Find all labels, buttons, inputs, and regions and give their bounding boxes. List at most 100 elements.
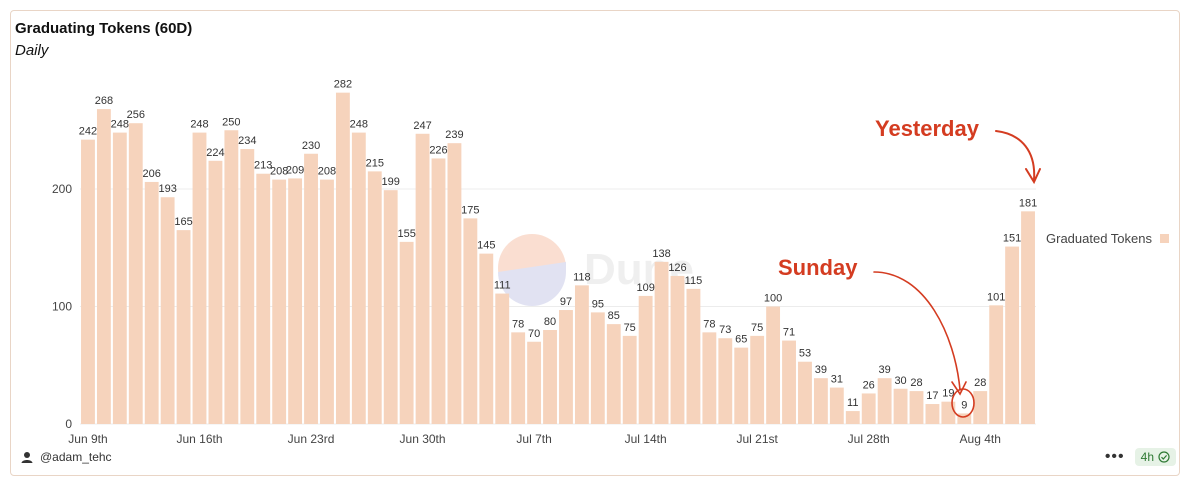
bar[interactable] — [989, 305, 1004, 424]
author-name[interactable]: @adam_tehc — [40, 450, 112, 464]
bar-value-label: 215 — [366, 157, 384, 169]
bar[interactable] — [829, 387, 844, 424]
bar-value-label: 165 — [174, 216, 192, 228]
bar[interactable] — [81, 139, 95, 424]
chart-subtitle: Daily — [15, 42, 49, 59]
bar-value-label: 9 — [961, 399, 967, 411]
bar[interactable] — [702, 332, 717, 424]
bar[interactable] — [845, 411, 860, 424]
bar-value-label: 206 — [143, 168, 161, 180]
bar[interactable] — [399, 241, 414, 424]
bar[interactable] — [782, 340, 796, 424]
bar-value-label: 28 — [974, 377, 986, 389]
bar-value-label: 97 — [560, 296, 572, 308]
bar-value-label: 28 — [910, 377, 922, 389]
bar[interactable] — [750, 335, 765, 424]
refresh-badge[interactable]: 4h — [1134, 448, 1176, 466]
bar[interactable] — [447, 143, 462, 425]
y-tick-label: 200 — [52, 182, 72, 196]
check-circle-icon — [1158, 451, 1170, 463]
bar-value-label: 208 — [318, 166, 336, 178]
bar[interactable] — [527, 341, 542, 424]
bar[interactable] — [1005, 246, 1020, 424]
bar[interactable] — [670, 275, 685, 424]
bar-value-label: 256 — [127, 109, 145, 121]
bar-value-label: 145 — [477, 240, 495, 252]
user-avatar-icon — [21, 452, 33, 463]
bar[interactable] — [574, 285, 589, 424]
bar-value-label: 138 — [652, 248, 670, 260]
bar[interactable] — [877, 378, 892, 424]
x-tick-label: Jul 7th — [516, 432, 551, 446]
bar[interactable] — [224, 130, 239, 424]
bars — [81, 92, 1035, 425]
bar[interactable] — [479, 253, 494, 424]
bar-value-label: 234 — [238, 135, 256, 147]
bar[interactable] — [973, 391, 988, 424]
bar-value-label: 111 — [494, 280, 511, 292]
bar[interactable] — [112, 132, 127, 424]
bar[interactable] — [128, 123, 143, 424]
bar[interactable] — [686, 288, 701, 424]
bar[interactable] — [766, 306, 781, 425]
bar[interactable] — [861, 393, 876, 424]
bar[interactable] — [909, 391, 924, 424]
bar-value-label: 126 — [668, 262, 686, 274]
legend-swatch — [1160, 234, 1169, 243]
bar[interactable] — [272, 179, 287, 424]
bar-value-label: 248 — [190, 119, 208, 131]
bar[interactable] — [144, 181, 159, 424]
bar[interactable] — [718, 338, 733, 424]
bar[interactable] — [590, 312, 605, 424]
bar-value-label: 17 — [926, 390, 938, 402]
bar[interactable] — [511, 332, 526, 424]
bar[interactable] — [383, 190, 398, 424]
bar[interactable] — [638, 295, 653, 424]
annotation-sunday: Sunday — [778, 255, 975, 418]
bar[interactable] — [622, 335, 637, 424]
bar[interactable] — [431, 158, 446, 424]
bar-value-label: 268 — [95, 95, 113, 107]
bar[interactable] — [654, 261, 669, 424]
bar-value-label: 199 — [382, 176, 400, 188]
bar[interactable] — [463, 218, 478, 424]
bar[interactable] — [288, 178, 303, 424]
bar[interactable] — [559, 310, 573, 424]
bar-value-label: 208 — [270, 166, 288, 178]
bar[interactable] — [941, 401, 956, 424]
x-axis-ticks: Jun 9th Jun 16th Jun 23rd Jun 30th Jul 7th Ju… — [68, 432, 1001, 446]
bar[interactable] — [240, 149, 255, 425]
bar-value-label: 175 — [461, 204, 479, 216]
bar[interactable] — [813, 378, 828, 424]
yesterday-annotation: Yesterday — [875, 116, 980, 141]
bar[interactable] — [192, 132, 207, 424]
bar-value-label: 31 — [831, 374, 843, 386]
bar[interactable] — [160, 197, 175, 424]
bar[interactable] — [176, 230, 191, 424]
bar[interactable] — [96, 109, 111, 424]
bar-value-label: 39 — [815, 364, 827, 376]
x-tick-label: Jun 16th — [176, 432, 222, 446]
bar[interactable] — [798, 361, 812, 424]
bar-value-label: 71 — [783, 327, 795, 339]
bar[interactable] — [415, 133, 430, 424]
bar[interactable] — [925, 404, 940, 424]
bar[interactable] — [335, 92, 350, 425]
bar[interactable] — [367, 171, 382, 424]
bar[interactable] — [351, 132, 366, 424]
bar[interactable] — [734, 347, 749, 424]
bar[interactable] — [208, 160, 223, 425]
bar-value-label: 248 — [111, 119, 129, 131]
bar[interactable] — [606, 324, 621, 424]
bar[interactable] — [304, 153, 318, 424]
bar[interactable] — [495, 293, 510, 424]
annotation-yesterday: Yesterday — [875, 116, 1041, 185]
bar[interactable] — [543, 330, 557, 424]
bar[interactable] — [1021, 211, 1035, 424]
bar-value-label: 85 — [608, 310, 620, 322]
more-options-icon[interactable]: ••• — [1104, 448, 1125, 465]
bar[interactable] — [957, 413, 972, 424]
bar[interactable] — [256, 173, 271, 424]
bar[interactable] — [320, 179, 334, 424]
bar[interactable] — [893, 388, 908, 424]
